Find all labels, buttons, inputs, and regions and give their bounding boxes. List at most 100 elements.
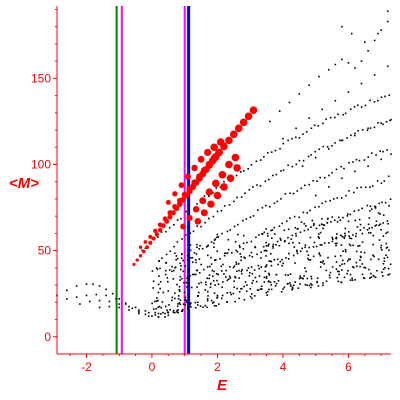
cloud-point	[373, 255, 375, 258]
cloud-point	[335, 242, 338, 245]
band-point	[323, 176, 326, 179]
band-point	[327, 186, 330, 188]
band-point	[361, 207, 363, 210]
band-point	[349, 213, 352, 216]
band-point	[361, 129, 364, 131]
cloud-point	[319, 261, 322, 263]
cloud-point	[388, 273, 391, 275]
cloud-point	[354, 235, 357, 238]
highlight-point	[132, 262, 136, 267]
band-point	[192, 230, 195, 233]
band-point	[246, 269, 248, 272]
cloud-point	[265, 250, 268, 252]
band-point	[330, 221, 332, 223]
cloud-point	[249, 295, 252, 298]
band-point	[229, 277, 232, 279]
cloud-point	[162, 291, 165, 294]
cloud-point	[382, 268, 385, 271]
band-point	[353, 106, 356, 108]
cloud-point	[270, 260, 273, 263]
ground-point	[144, 313, 147, 316]
band-point	[327, 148, 330, 150]
band-point	[301, 165, 304, 168]
band-point	[269, 120, 271, 123]
cloud-point	[305, 270, 307, 273]
cloud-point	[306, 257, 309, 260]
cloud-point	[343, 262, 346, 265]
cloud-point	[159, 281, 162, 283]
band-point	[260, 251, 262, 253]
cloud-point	[251, 297, 253, 300]
cloud-point	[332, 238, 334, 240]
cloud-point	[380, 247, 382, 249]
band-point	[223, 205, 226, 207]
cloud-point	[158, 275, 160, 277]
band-point	[389, 198, 392, 200]
band-point	[265, 204, 267, 207]
cloud-point	[236, 250, 239, 253]
cloud-point	[172, 278, 175, 280]
band-point	[325, 118, 327, 120]
cloud-point	[167, 290, 170, 292]
cloud-point	[352, 266, 355, 269]
cloud-point	[321, 261, 324, 264]
cloud-point	[233, 265, 236, 267]
cloud-point	[184, 296, 187, 299]
cloud-point	[347, 220, 350, 223]
ground-point	[92, 283, 94, 286]
highlight-point	[200, 209, 208, 217]
band-point	[259, 185, 262, 187]
ground-point	[128, 305, 130, 308]
cloud-point	[254, 246, 257, 249]
band-point	[208, 277, 210, 280]
band-point	[278, 225, 281, 228]
band-point	[289, 192, 291, 195]
band-point	[390, 153, 392, 155]
band-point	[296, 190, 299, 192]
cloud-point	[213, 301, 215, 304]
cloud-point	[336, 270, 339, 273]
highlight-point	[204, 148, 212, 157]
band-point	[298, 93, 301, 95]
band-point	[292, 192, 295, 195]
band-point	[307, 228, 309, 231]
band-point	[373, 100, 376, 103]
band-point	[198, 248, 201, 250]
cloud-point	[183, 291, 186, 294]
band-point	[309, 209, 311, 212]
cloud-point	[279, 237, 282, 240]
ground-point	[118, 298, 121, 300]
band-point	[329, 199, 332, 202]
cloud-point	[294, 226, 297, 229]
band-point	[176, 241, 179, 243]
band-point	[187, 209, 190, 212]
cloud-point	[309, 259, 312, 261]
cloud-point	[236, 270, 238, 273]
ground-point	[98, 299, 101, 302]
cloud-point	[242, 248, 245, 250]
ground-point	[66, 298, 68, 300]
band-point	[244, 257, 246, 260]
highlight-point	[200, 167, 208, 175]
band-point	[308, 84, 310, 87]
band-point	[377, 99, 379, 102]
cloud-point	[284, 274, 287, 276]
cloud-point	[284, 240, 286, 242]
band-point	[383, 180, 386, 182]
highlight-point	[172, 191, 178, 197]
cloud-point	[167, 280, 169, 283]
cloud-point	[371, 208, 373, 210]
cloud-point	[247, 267, 250, 269]
cloud-point	[194, 301, 197, 304]
cloud-point	[198, 258, 201, 260]
cloud-point	[156, 297, 158, 299]
cloud-point	[349, 279, 352, 281]
cloud-point	[291, 287, 294, 290]
band-point	[273, 202, 276, 205]
cloud-point	[155, 267, 158, 269]
band-point	[200, 225, 202, 228]
cloud-point	[258, 275, 261, 277]
cloud-point	[265, 264, 268, 266]
band-point	[221, 232, 223, 235]
ground-point	[138, 310, 140, 313]
